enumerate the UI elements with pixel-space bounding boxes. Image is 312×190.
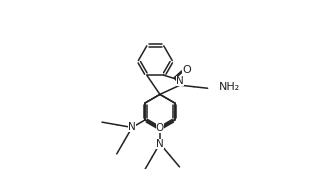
Text: O: O [156,123,164,133]
Text: NH₂: NH₂ [219,82,241,93]
Text: N: N [176,76,184,86]
Text: N: N [156,139,164,149]
Text: N: N [128,122,136,132]
Text: O: O [182,65,191,75]
